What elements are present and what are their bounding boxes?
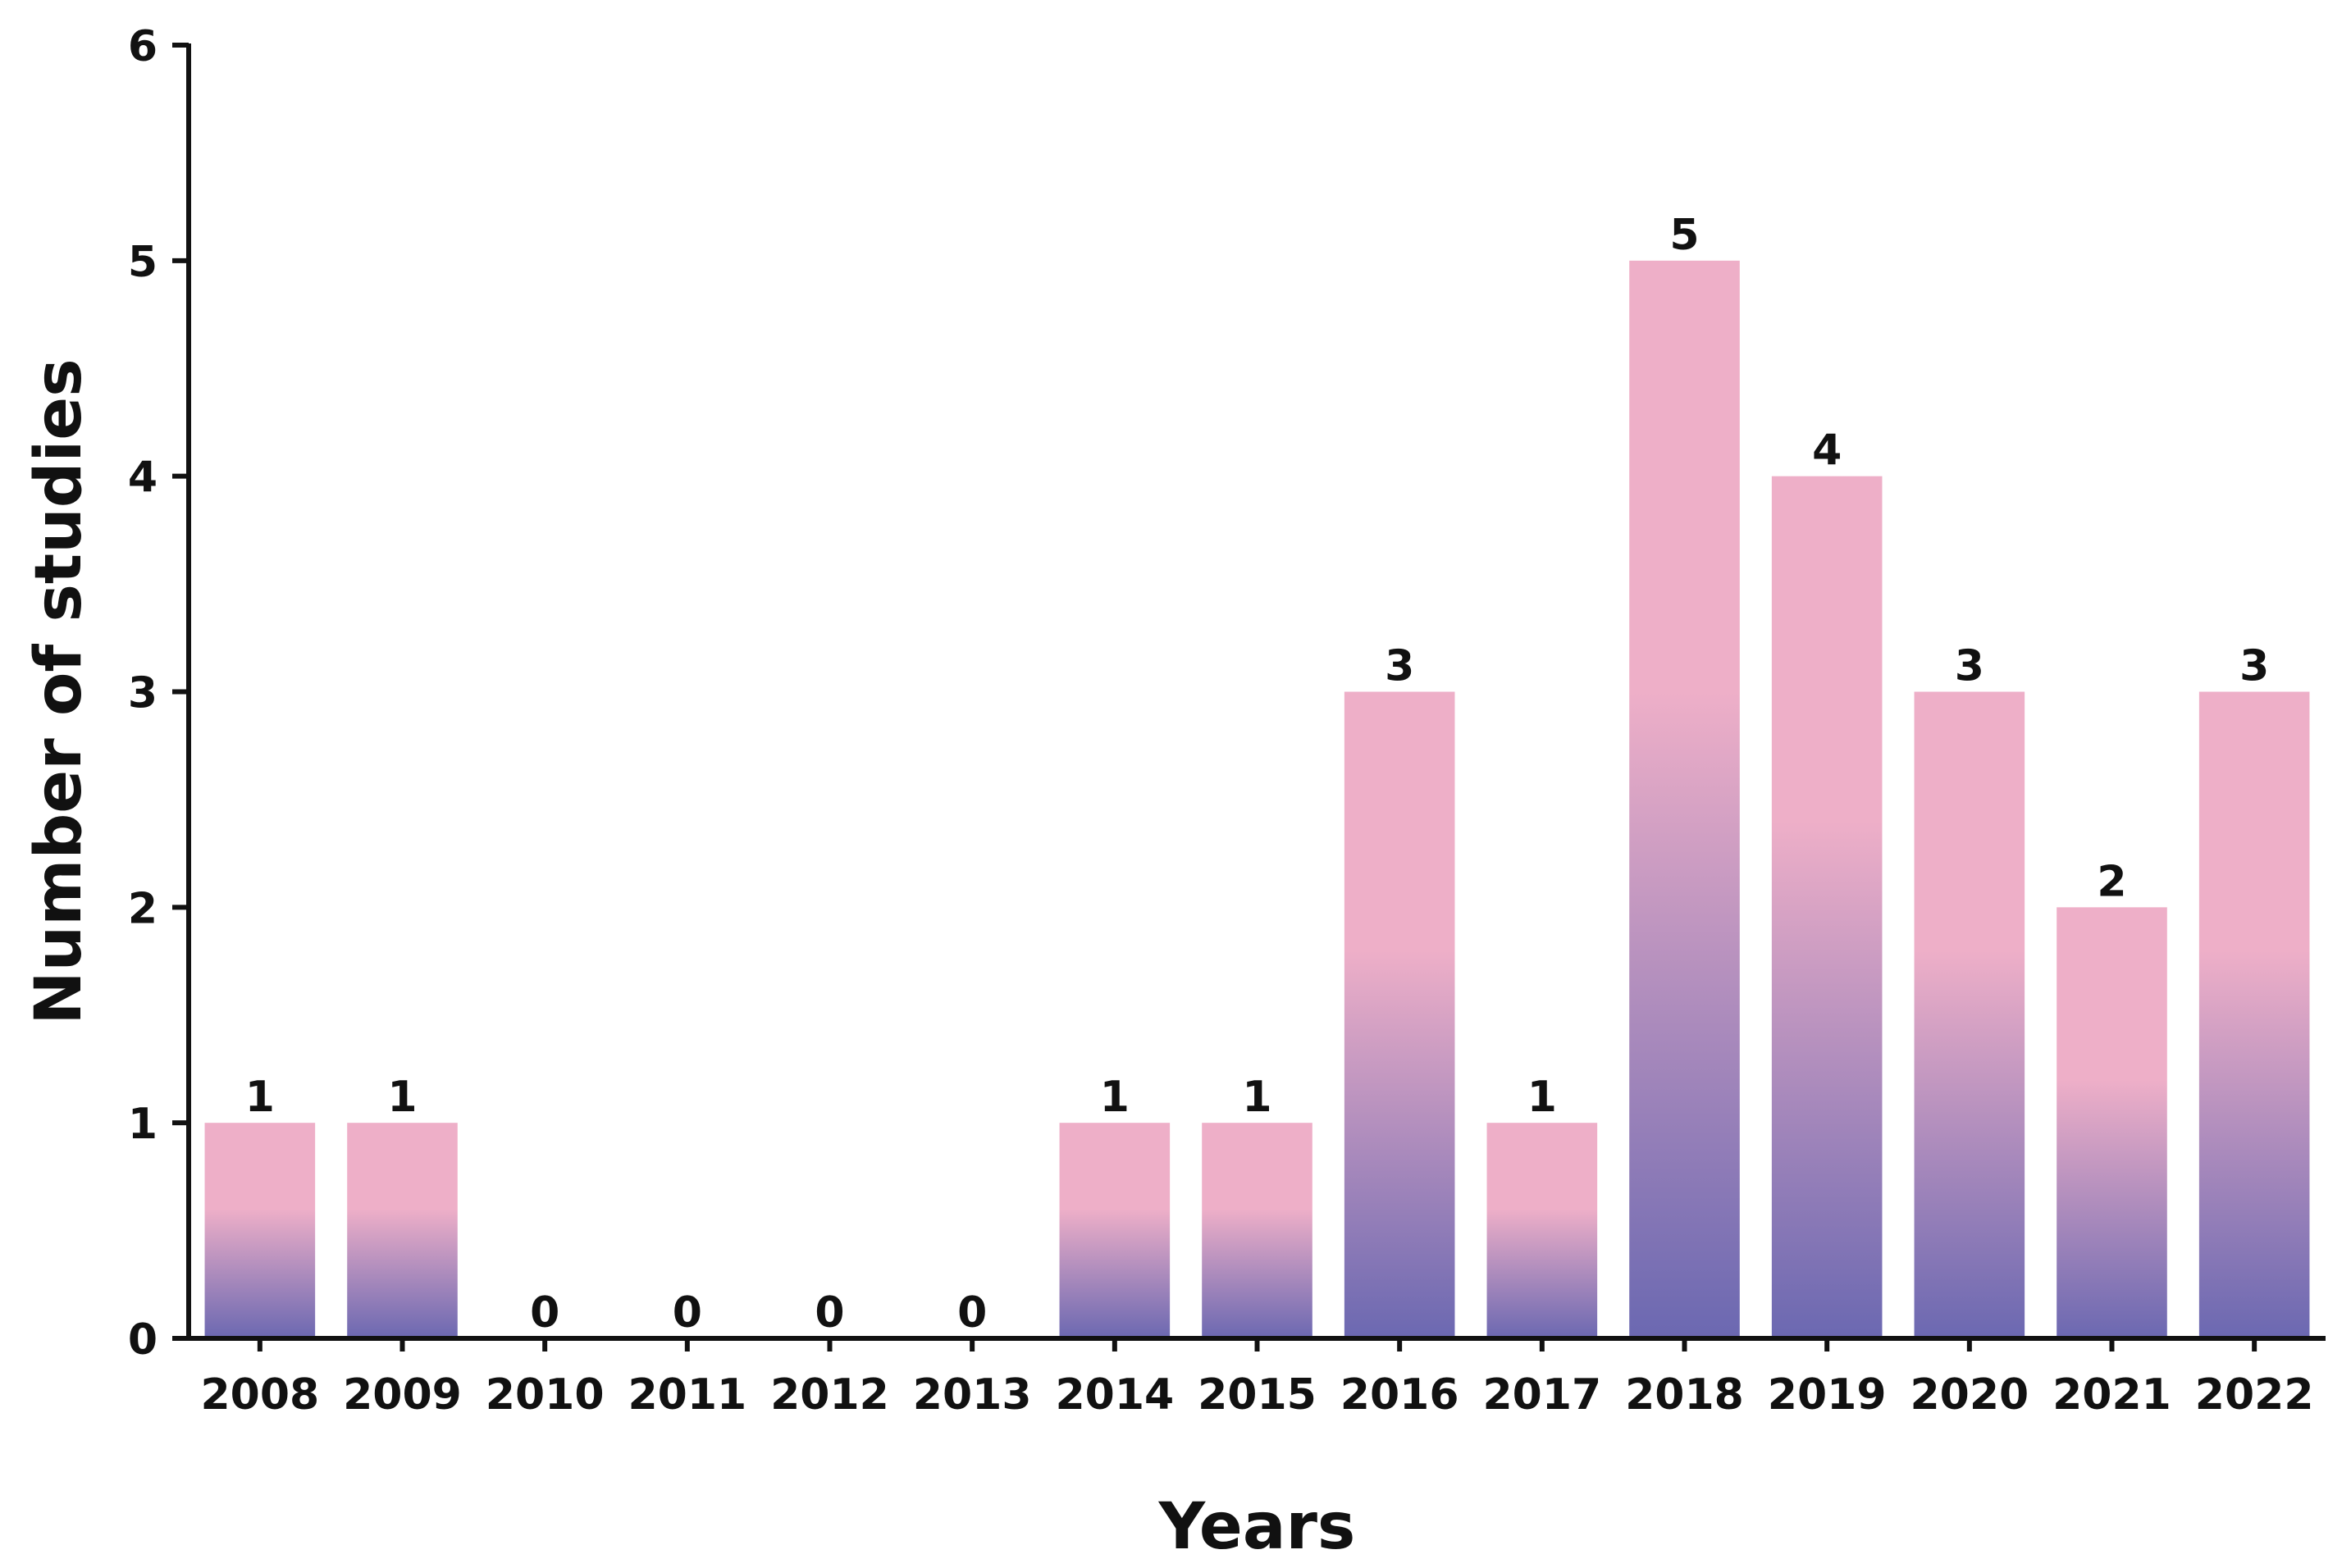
x-tick-label-2017: 2017 (1482, 1370, 1601, 1420)
bar-2009 (347, 1123, 458, 1338)
bar-2022 (2198, 691, 2310, 1338)
bar-2021 (2057, 907, 2167, 1338)
y-axis: 0 1 2 3 4 5 6 (128, 22, 191, 1365)
y-tick-label-4: 4 (128, 454, 157, 503)
data-label-2015: 1 (1242, 1073, 1271, 1122)
x-axis-title: Years (1158, 1490, 1356, 1564)
data-label-2012: 0 (815, 1288, 844, 1338)
y-tick-label-6: 6 (128, 22, 157, 71)
bar-2014 (1059, 1123, 1171, 1338)
bar-2016 (1344, 691, 1455, 1338)
data-label-2020: 3 (1955, 642, 1984, 691)
y-tick-label-1: 1 (128, 1100, 157, 1149)
data-label-2021: 2 (2097, 857, 2126, 906)
data-label-2013: 0 (957, 1288, 987, 1338)
data-label-2011: 0 (673, 1288, 702, 1338)
y-tick-label-2: 2 (128, 884, 157, 933)
x-tick-label-2020: 2020 (1910, 1370, 2029, 1420)
data-labels-group: 1 1 0 0 0 0 1 1 3 1 5 4 3 2 3 (245, 211, 2270, 1338)
y-tick-label-0: 0 (128, 1315, 157, 1365)
x-tick-label-2022: 2022 (2195, 1370, 2314, 1420)
bar-2018 (1629, 260, 1740, 1338)
bar-2008 (204, 1123, 316, 1338)
data-label-2009: 1 (387, 1073, 417, 1122)
x-tick-label-2019: 2019 (1768, 1370, 1887, 1420)
x-tick-label-2015: 2015 (1198, 1370, 1317, 1420)
data-label-2018: 5 (1669, 211, 1699, 260)
bar-2017 (1486, 1123, 1598, 1338)
data-label-2019: 4 (1812, 426, 1842, 476)
data-label-2016: 3 (1385, 642, 1414, 691)
x-tick-label-2012: 2012 (770, 1370, 889, 1420)
x-tick-label-2008: 2008 (200, 1370, 319, 1420)
y-tick-label-3: 3 (128, 669, 157, 718)
bar-2020 (1914, 691, 2025, 1338)
x-axis: 2008 2009 2010 2011 2012 2013 2014 2015 2016 2017… (186, 1336, 2326, 1420)
y-axis-title: Number of studies (22, 358, 96, 1024)
x-tick-label-2014: 2014 (1055, 1370, 1174, 1420)
x-tick-label-2013: 2013 (913, 1370, 1032, 1420)
x-tick-label-2011: 2011 (628, 1370, 746, 1420)
x-tick-label-2010: 2010 (486, 1370, 605, 1420)
data-label-2017: 1 (1527, 1073, 1557, 1122)
data-label-2014: 1 (1100, 1073, 1130, 1122)
bar-2015 (1202, 1123, 1312, 1338)
x-tick-label-2016: 2016 (1340, 1370, 1459, 1420)
bars-group (204, 260, 2310, 1338)
data-label-2022: 3 (2239, 642, 2269, 691)
bar-2019 (1771, 476, 1883, 1338)
x-tick-label-2018: 2018 (1625, 1370, 1744, 1420)
x-tick-label-2009: 2009 (343, 1370, 462, 1420)
y-tick-label-5: 5 (128, 238, 157, 287)
data-label-2010: 0 (530, 1288, 559, 1338)
data-label-2008: 1 (245, 1073, 275, 1122)
x-tick-label-2021: 2021 (2052, 1370, 2171, 1420)
